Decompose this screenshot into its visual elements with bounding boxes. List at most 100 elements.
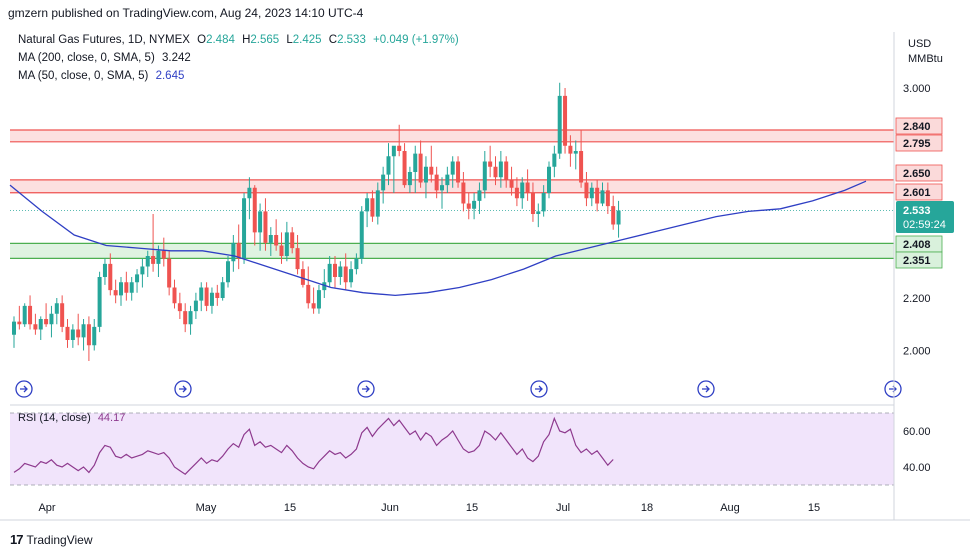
candle (97, 271, 102, 333)
candle-body (450, 161, 455, 175)
price-change: +0.049 (+1.97%) (373, 34, 459, 46)
candle (102, 258, 107, 285)
event-marker-arrow (20, 385, 28, 393)
x-tick-label: 15 (466, 502, 478, 514)
symbol-legend: Natural Gas Futures, 1D, NYMEX O2.484 H2… (18, 34, 463, 46)
candle (365, 193, 370, 228)
candle (579, 130, 584, 188)
candle-body (295, 248, 300, 270)
candle-body (536, 211, 541, 214)
band-resistance-1 (10, 179, 894, 193)
rsi-label: RSI (14, close) (18, 412, 91, 424)
ma200-value: 3.242 (161, 52, 191, 64)
candle-body (466, 203, 471, 209)
candle-body (284, 232, 289, 256)
candle-body (209, 292, 214, 306)
candle-body (156, 250, 161, 264)
candle (295, 235, 300, 275)
candle (402, 143, 407, 188)
candle (547, 161, 551, 199)
candle (589, 182, 594, 207)
candle (343, 253, 348, 291)
level-tag-box (895, 251, 943, 269)
candle-body (145, 256, 150, 267)
candle-body (568, 145, 573, 154)
candle-body (108, 263, 113, 291)
y-tick-label: 2.000 (903, 346, 931, 358)
candle (418, 140, 423, 188)
candle-body (413, 153, 418, 172)
candle-body (547, 166, 551, 193)
level-tag-label: 2.650 (903, 168, 931, 180)
candle-body (557, 95, 562, 154)
candle (584, 172, 589, 207)
candle-body (365, 198, 370, 212)
candle-body (188, 311, 193, 325)
rsi-legend: RSI (14, close) 44.17 (18, 412, 129, 424)
ohlc-high: H2.565 (242, 34, 280, 46)
candle (70, 324, 75, 348)
candle-body (151, 256, 156, 264)
candle-body (220, 282, 225, 298)
candle (124, 271, 129, 301)
level-tag-box (895, 164, 943, 182)
candle-body (343, 266, 348, 283)
candle-body (322, 282, 327, 291)
candle (209, 287, 214, 314)
last-price-tag (896, 201, 954, 233)
candle (183, 303, 188, 333)
candle (167, 250, 172, 296)
candle (22, 303, 27, 327)
candle-body (252, 187, 257, 233)
candle (504, 156, 509, 188)
candle (113, 279, 118, 304)
candle (140, 258, 145, 288)
candle (188, 305, 193, 335)
countdown-label: 02:59:24 (903, 219, 946, 231)
x-tick-label: Aug (720, 502, 740, 514)
rsi-area (10, 412, 894, 486)
candle (557, 82, 562, 159)
candle (65, 319, 70, 348)
ma50-value: 2.645 (155, 70, 185, 82)
ohlc-open: O2.484 (197, 34, 235, 46)
candle (12, 316, 16, 348)
candle (520, 177, 525, 209)
rsi-line (13, 416, 614, 475)
candle-body (429, 166, 434, 175)
candle (445, 166, 450, 193)
candle-body (113, 290, 118, 296)
candle (300, 261, 305, 288)
candle (247, 177, 252, 220)
candle (290, 227, 295, 254)
candle-body (354, 258, 359, 270)
candle (92, 319, 97, 351)
candle-body (525, 182, 530, 193)
ohlc-low: L2.425 (286, 34, 322, 46)
candle (482, 151, 487, 199)
candle-body (231, 242, 236, 262)
candle-body (54, 303, 59, 314)
candle-body (38, 319, 43, 330)
level-tag-box (895, 183, 943, 201)
ma50-legend: MA (50, close, 0, SMA, 5) 2.645 (18, 70, 188, 82)
candle (76, 313, 81, 346)
rsi-tick-label: 60.00 (903, 426, 931, 438)
candle (333, 256, 337, 288)
candle (552, 145, 557, 178)
candle-body (102, 263, 107, 277)
candle-body (509, 179, 514, 188)
candle (472, 193, 477, 220)
candle-body (520, 182, 525, 199)
candle-body (488, 161, 493, 167)
candle (199, 282, 204, 312)
y-axis: 2.0002.2002.4002.6002.8003.00040.0060.00… (895, 83, 954, 474)
candle (456, 156, 461, 188)
x-tick-label: 15 (284, 502, 296, 514)
candle (370, 190, 375, 222)
candle (391, 145, 396, 193)
candle-body (12, 321, 16, 335)
ma200-legend: MA (200, close, 0, SMA, 5) 3.242 (18, 52, 195, 64)
candle (274, 219, 279, 251)
candle (44, 303, 49, 327)
